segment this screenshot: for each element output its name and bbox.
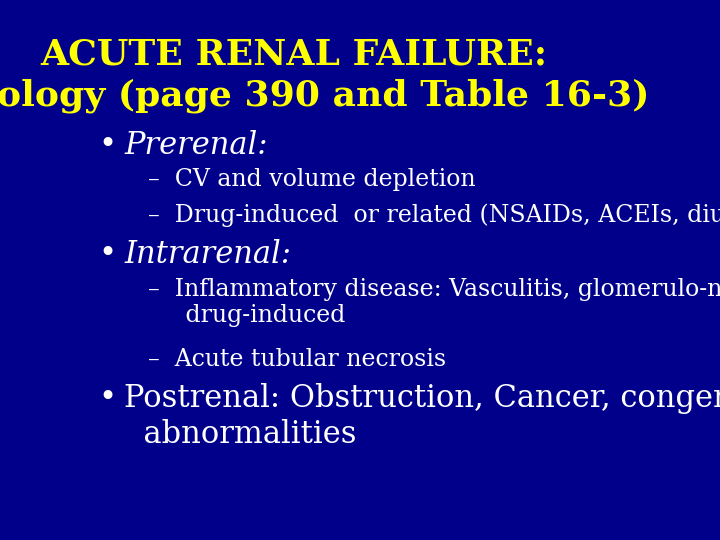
Text: –  Acute tubular necrosis: – Acute tubular necrosis [148,348,446,371]
Text: Prerenal:: Prerenal: [124,130,268,160]
Text: •: • [98,239,116,269]
Text: –  Inflammatory disease: Vasculitis, glomerulo-nephritis,
     drug-induced: – Inflammatory disease: Vasculitis, glom… [148,278,720,327]
Text: •: • [98,130,116,160]
Text: •: • [98,383,116,414]
Text: Etiology (page 390 and Table 16-3): Etiology (page 390 and Table 16-3) [0,78,649,113]
Text: Intrarenal:: Intrarenal: [124,239,291,269]
Text: Postrenal: Obstruction, Cancer, congenital
  abnormalities: Postrenal: Obstruction, Cancer, congenit… [124,383,720,450]
Text: –  CV and volume depletion: – CV and volume depletion [148,168,476,192]
Text: ACUTE RENAL FAILURE:: ACUTE RENAL FAILURE: [40,38,547,72]
Text: –  Drug-induced  or related (NSAIDs, ACEIs, diuretics): – Drug-induced or related (NSAIDs, ACEIs… [148,204,720,227]
